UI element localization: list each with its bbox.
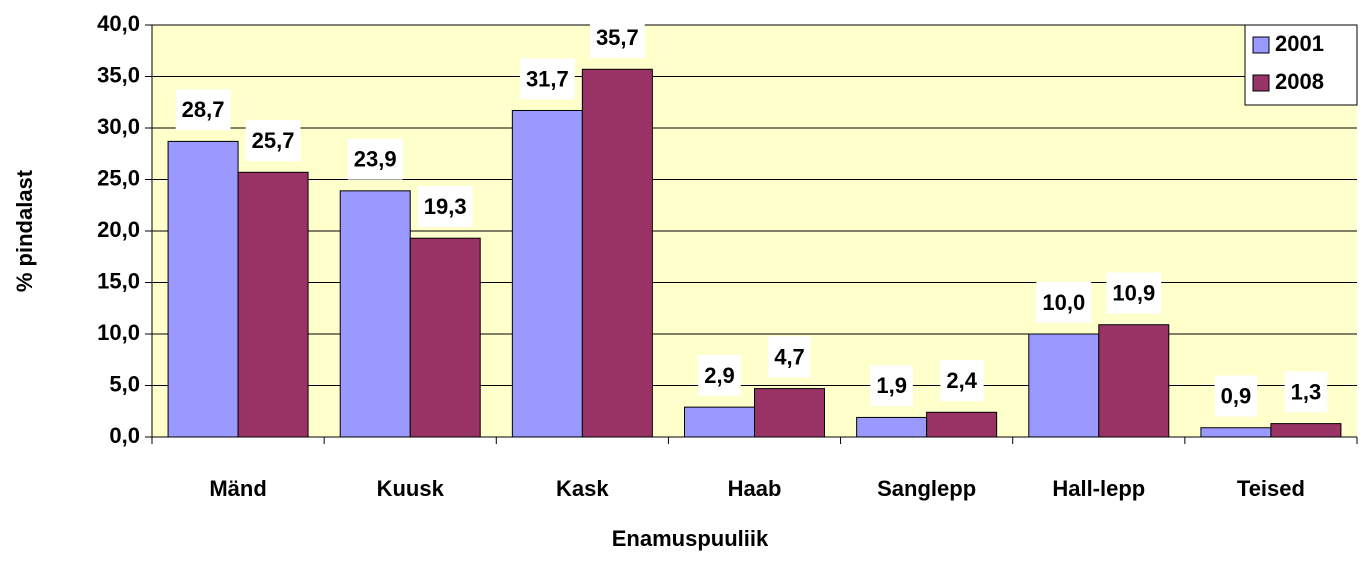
y-tick-label: 5,0	[109, 371, 140, 396]
x-tick-label: Teised	[1237, 476, 1305, 501]
data-label: 0,9	[1221, 384, 1252, 409]
bar	[1270, 423, 1342, 438]
bar	[1098, 324, 1170, 438]
bar	[511, 109, 583, 438]
bar	[926, 411, 998, 438]
bar	[581, 68, 653, 438]
x-tick-label: Kuusk	[377, 476, 445, 501]
y-tick-label: 10,0	[97, 320, 140, 345]
x-tick-label: Sanglepp	[877, 476, 976, 501]
bar	[409, 237, 481, 438]
x-tick-label: Kask	[556, 476, 609, 501]
data-label-bg	[870, 365, 913, 407]
data-label: 35,7	[596, 25, 639, 50]
data-label: 1,3	[1291, 379, 1322, 404]
y-tick-label: 15,0	[97, 268, 140, 293]
data-label-bg	[698, 354, 741, 396]
bar	[339, 190, 411, 438]
data-label: 10,9	[1112, 281, 1155, 306]
y-tick-label: 35,0	[97, 62, 140, 87]
x-axis-label: Enamuspuuliik	[612, 526, 769, 551]
y-tick-label: 25,0	[97, 165, 140, 190]
data-label: 1,9	[876, 373, 907, 398]
data-label-bg	[589, 17, 645, 59]
data-label-bg	[175, 89, 231, 131]
y-tick-label: 40,0	[97, 11, 140, 36]
data-label-bg	[768, 336, 811, 378]
data-label-bg	[1106, 272, 1162, 314]
data-label-bg	[417, 186, 473, 228]
legend-label: 2008	[1275, 69, 1324, 94]
legend-swatch	[1252, 74, 1270, 92]
bar	[754, 388, 825, 438]
data-label-bg	[347, 138, 403, 180]
bar	[1028, 333, 1100, 438]
data-label: 2,4	[946, 368, 977, 393]
y-tick-label: 30,0	[97, 114, 140, 139]
data-label-bg	[1036, 281, 1092, 323]
x-tick-label: Haab	[728, 476, 782, 501]
data-label: 23,9	[354, 147, 397, 172]
bar	[856, 416, 928, 438]
data-label: 25,7	[252, 128, 295, 153]
legend-swatch	[1252, 36, 1270, 54]
data-label: 31,7	[526, 66, 569, 91]
data-label: 10,0	[1042, 290, 1085, 315]
bar	[684, 406, 755, 438]
bar	[1200, 427, 1272, 438]
y-axis-label: % pindalast	[12, 169, 37, 292]
legend-label: 2001	[1275, 31, 1324, 56]
x-tick-label: Mänd	[209, 476, 266, 501]
x-tick-label: Hall-lepp	[1052, 476, 1145, 501]
data-label-bg	[245, 120, 301, 162]
data-label-bg	[1284, 371, 1328, 413]
data-label: 2,9	[704, 363, 735, 388]
bar	[237, 171, 309, 438]
data-label-bg	[519, 58, 575, 100]
data-label: 19,3	[424, 194, 467, 219]
y-tick-label: 20,0	[97, 217, 140, 242]
data-label-bg	[940, 360, 984, 402]
data-label-bg	[1214, 375, 1258, 417]
data-label: 28,7	[182, 97, 225, 122]
y-tick-label: 0,0	[109, 423, 140, 448]
data-label: 4,7	[774, 344, 805, 369]
bar	[167, 140, 239, 438]
